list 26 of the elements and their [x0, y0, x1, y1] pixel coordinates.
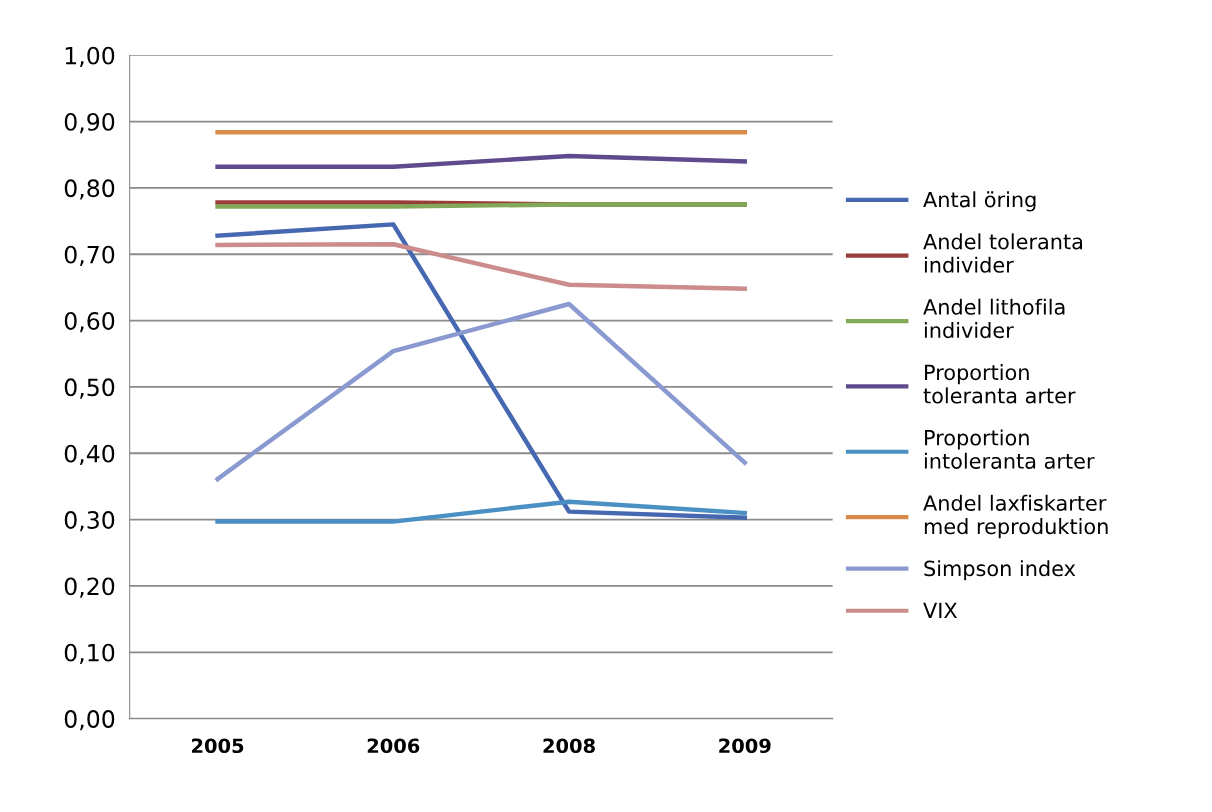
y-tick-label: 0,20 [64, 577, 115, 598]
y-tick-label: 0,90 [64, 113, 115, 134]
legend-label: Simpson index [924, 560, 1076, 581]
x-tick-label: 2006 [367, 738, 420, 754]
x-tick-label: 2009 [719, 738, 771, 754]
legend-label: Andel lithofila individer [923, 298, 1065, 339]
y-tick-label: 0,80 [64, 179, 115, 200]
x-tick-label: 2005 [192, 738, 244, 754]
legend-label: Proportion intoleranta arter [924, 429, 1095, 469]
x-tick-label: 2008 [543, 738, 595, 754]
legend-label: Andel laxfiskarter med reproduktion [923, 494, 1108, 539]
y-tick-label: 0,60 [64, 312, 115, 333]
line-series [215, 242, 747, 291]
legend-label: Andel toleranta individer [923, 233, 1083, 273]
legend-label: Antal öring [923, 191, 1036, 212]
line-series [215, 222, 747, 520]
y-tick-label: 0,50 [64, 378, 115, 399]
line-series [215, 301, 747, 482]
y-tick-label: 0,00 [64, 710, 115, 731]
y-tick-label: 0,40 [64, 444, 115, 465]
y-tick-label: 1,00 [65, 46, 115, 67]
y-tick-label: 0,70 [64, 245, 115, 266]
y-tick-label: 0,30 [64, 511, 115, 532]
legend-label: Proportion toleranta arter [923, 364, 1076, 404]
y-tick-label: 0,10 [64, 643, 115, 664]
legend-label: VIX [923, 602, 958, 619]
